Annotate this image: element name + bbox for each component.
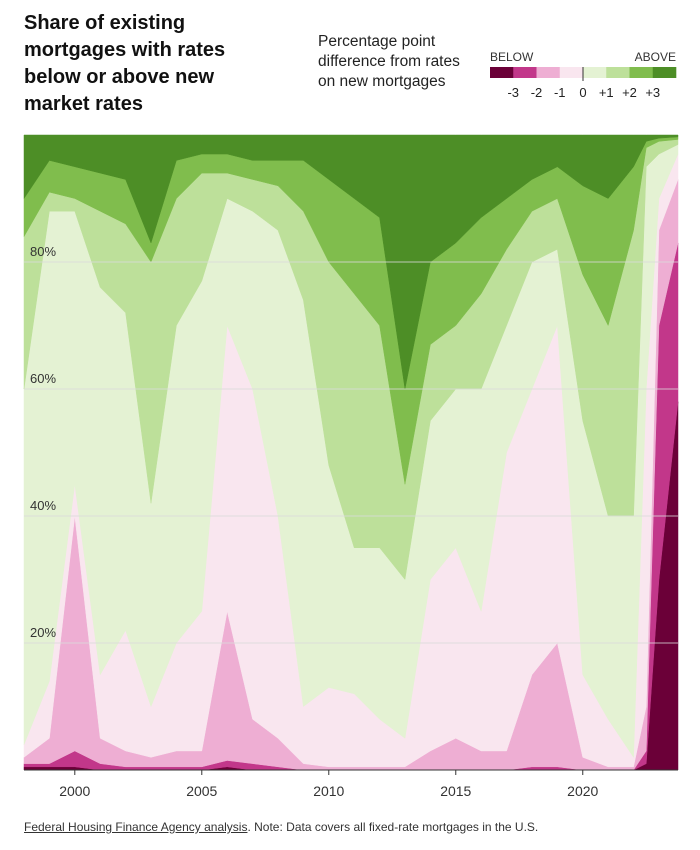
x-tick-label: 2005	[186, 783, 217, 799]
footer: Federal Housing Finance Agency analysis.…	[24, 820, 538, 834]
y-tick-label: 40%	[30, 498, 56, 513]
chart-subtitle: Percentage point difference from rates o…	[318, 33, 460, 90]
x-tick-label: 2015	[440, 783, 471, 799]
legend-label: +3	[645, 85, 660, 100]
legend-swatch	[583, 67, 607, 78]
legend-label: -1	[554, 85, 566, 100]
legend-label: +2	[622, 85, 637, 100]
legend-label: -3	[507, 85, 519, 100]
legend-swatch	[652, 67, 677, 78]
chart-title: Share of existing mortgages with rates b…	[24, 12, 226, 115]
legend-above: ABOVE	[635, 50, 676, 64]
x-tick-label: 2020	[567, 783, 598, 799]
source: Federal Housing Finance Agency analysis	[24, 820, 248, 834]
legend-swatch	[559, 67, 584, 78]
legend-swatch	[606, 67, 630, 78]
legend-swatch	[490, 67, 514, 78]
chart: 20% 40% 60% 80% 2000 2005 2010 2015 2020 BELOW ABO…	[23, 50, 679, 799]
legend-below: BELOW	[490, 50, 534, 64]
legend-swatch	[536, 67, 561, 78]
legend-label: 0	[579, 85, 586, 100]
legend-swatch	[513, 67, 537, 78]
x-tick-label: 2010	[313, 783, 344, 799]
legend-label: -2	[531, 85, 543, 100]
area-band	[23, 134, 679, 390]
y-tick-label: 80%	[30, 244, 56, 259]
x-tick-label: 2000	[59, 783, 90, 799]
legend-label: +1	[599, 85, 614, 100]
note: . Note: Data covers all fixed-rate mortg…	[247, 820, 539, 834]
y-tick-label: 60%	[30, 371, 56, 386]
legend-swatch	[629, 67, 654, 78]
y-tick-label: 20%	[30, 625, 56, 640]
